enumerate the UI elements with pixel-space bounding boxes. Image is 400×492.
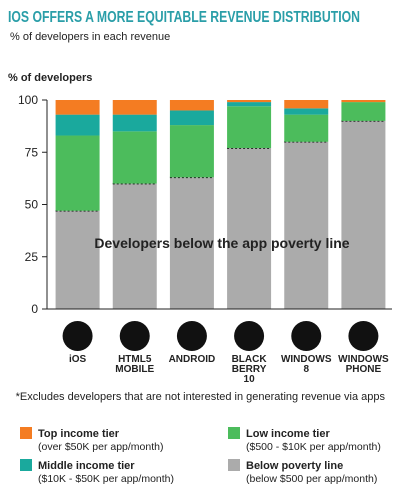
- y-tick-label: 0: [31, 302, 38, 316]
- bar-segment: [341, 100, 386, 103]
- legend-detail: (over $50K per app/month): [38, 441, 164, 453]
- legend-detail: ($10K - $50K per app/month): [38, 473, 174, 485]
- bar-segment: [55, 135, 100, 211]
- bar-segment: [55, 114, 100, 136]
- platform-icon: [176, 321, 207, 351]
- legend-swatch: [228, 459, 240, 471]
- bar-segment: [227, 148, 272, 309]
- legend-detail: ($500 - $10K per app/month): [246, 441, 381, 453]
- bar-segment: [169, 110, 214, 126]
- x-tick-label: BLACK BERRY 10: [232, 354, 268, 385]
- legend-label: Below poverty line: [246, 460, 343, 472]
- x-tick-label: ANDROID: [169, 354, 216, 365]
- bar-segment: [55, 100, 100, 115]
- y-tick-label: 25: [25, 250, 39, 264]
- y-tick-label: 75: [25, 145, 39, 159]
- bar-segment: [284, 114, 329, 142]
- platform-icon: [62, 321, 93, 351]
- bar-segment: [227, 106, 272, 149]
- chart-subtitle: % of developers in each revenue: [10, 31, 170, 43]
- y-tick-label: 100: [18, 93, 38, 107]
- legend-swatch: [20, 427, 32, 439]
- platform-icon: [119, 321, 150, 351]
- footnote: *Excludes developers that are not intere…: [16, 391, 386, 403]
- legend-label: Middle income tier: [38, 460, 135, 472]
- legend-detail: (below $500 per app/month): [246, 473, 377, 485]
- y-tick-label: 50: [25, 198, 39, 212]
- bar-segment: [169, 177, 214, 309]
- bar-segment: [341, 102, 386, 121]
- x-tick-label: WINDOWS 8: [281, 354, 332, 375]
- bar-segment: [55, 210, 100, 309]
- bar-segment: [112, 100, 157, 115]
- y-axis-label: % of developers: [8, 72, 92, 84]
- legend-label: Low income tier: [246, 428, 330, 440]
- bar-segment: [341, 120, 386, 310]
- platform-icon: [234, 321, 265, 351]
- bar-segment: [227, 100, 272, 103]
- bar-segment: [284, 141, 329, 309]
- bar-segment: [112, 114, 157, 132]
- annotation: Developers below the app poverty line: [94, 235, 349, 251]
- x-tick-label: HTML5 MOBILE: [115, 354, 154, 375]
- bar-segment: [227, 102, 272, 107]
- platform-icon: [348, 321, 379, 351]
- bar-segment: [112, 131, 157, 184]
- bar-segment: [169, 125, 214, 178]
- x-tick-label: iOS: [69, 354, 87, 365]
- platform-icon: [291, 321, 322, 351]
- legend-swatch: [20, 459, 32, 471]
- bar-segment: [112, 183, 157, 309]
- x-tick-label: WINDOWS PHONE: [338, 354, 389, 375]
- chart-title: IOS OFFERS A MORE EQUITABLE REVENUE DIST…: [8, 9, 360, 26]
- legend-label: Top income tier: [38, 428, 120, 440]
- bar-segment: [284, 108, 329, 115]
- legend-swatch: [228, 427, 240, 439]
- bar-segment: [284, 100, 329, 109]
- bar-segment: [169, 100, 214, 111]
